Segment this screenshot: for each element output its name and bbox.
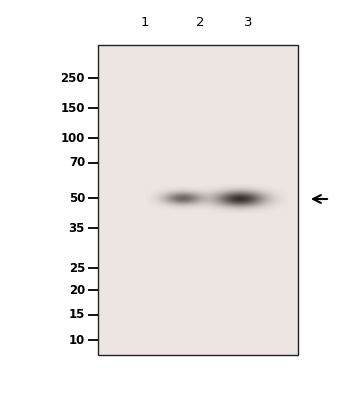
Text: 3: 3 — [244, 16, 252, 28]
Text: 50: 50 — [69, 192, 85, 204]
Text: 100: 100 — [61, 132, 85, 144]
Text: 10: 10 — [69, 334, 85, 346]
Text: 2: 2 — [196, 16, 204, 28]
Text: 15: 15 — [69, 308, 85, 322]
Text: 70: 70 — [69, 156, 85, 170]
Text: 150: 150 — [60, 102, 85, 114]
Text: 35: 35 — [69, 222, 85, 234]
Text: 1: 1 — [141, 16, 149, 28]
Text: 25: 25 — [69, 262, 85, 274]
Bar — [98, 45, 298, 355]
Text: 250: 250 — [60, 72, 85, 84]
Text: 20: 20 — [69, 284, 85, 296]
